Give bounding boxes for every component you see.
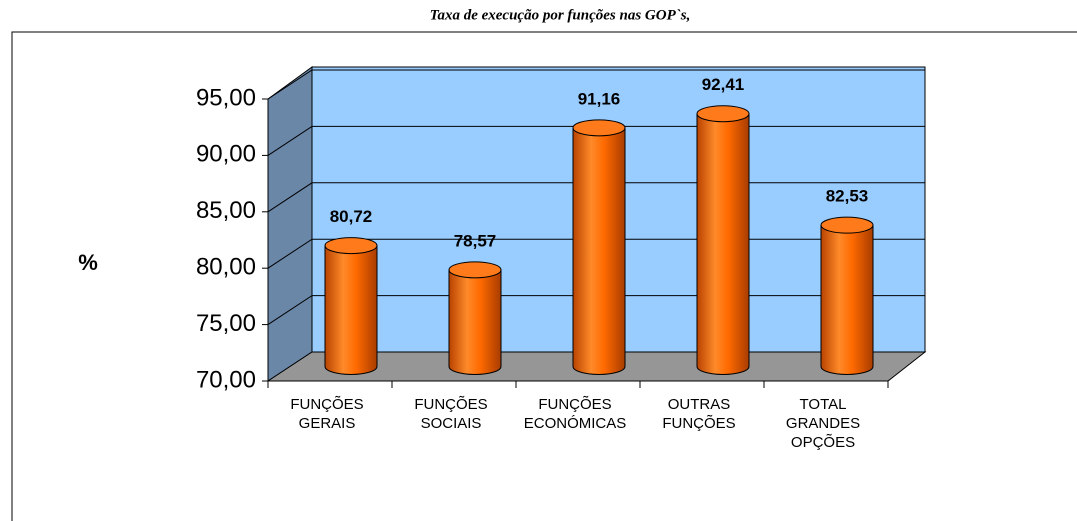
- x-tick-label: FUNÇÕES: [414, 396, 487, 413]
- bar-body: [821, 225, 873, 367]
- bar-top: [820, 216, 874, 234]
- y-tick-label: 80,00: [196, 254, 256, 281]
- x-tick-label: GRANDES: [786, 415, 860, 432]
- y-tick-label: 70,00: [196, 366, 256, 393]
- chart-border: [11, 31, 1077, 521]
- x-tick-label: FUNÇÕES: [662, 415, 735, 432]
- value-label: 82,53: [826, 187, 869, 206]
- x-tick-label: GERAIS: [299, 415, 356, 432]
- x-tick-label: TOTAL: [800, 396, 847, 413]
- bar-top: [448, 261, 502, 279]
- x-tick-label: SOCIAIS: [421, 415, 482, 432]
- bar-outline: [448, 269, 502, 367]
- y-axis-label: %: [78, 250, 98, 275]
- value-label: 78,57: [454, 231, 497, 250]
- x-tick-label: OPÇÕES: [791, 434, 855, 451]
- bar-top: [696, 105, 750, 123]
- value-label: 92,41: [702, 75, 745, 94]
- x-tick-label: FUNÇÕES: [290, 396, 363, 413]
- y-tick-label: 85,00: [196, 197, 256, 224]
- bar: [448, 261, 502, 375]
- chart-title: Taxa de execução por funções nas GOP`s,: [430, 7, 691, 23]
- grid-line: [267, 69, 925, 100]
- bar-top: [572, 119, 626, 137]
- bar-body: [325, 245, 377, 367]
- bar-body: [573, 127, 625, 367]
- bar-body: [697, 113, 749, 367]
- bar: [572, 119, 626, 375]
- y-tick-label: 95,00: [196, 84, 256, 111]
- bar-outline: [572, 127, 626, 367]
- bar-outline: [324, 245, 378, 367]
- y-tick-label: 75,00: [196, 310, 256, 337]
- bar-outline: [820, 225, 874, 367]
- y-tick-label: 90,00: [196, 141, 256, 168]
- bar: [696, 105, 750, 375]
- value-label: 91,16: [578, 89, 621, 108]
- bar-outline: [696, 113, 750, 367]
- bar: [820, 216, 874, 375]
- left-wall: [267, 66, 313, 382]
- bar-top: [324, 237, 378, 255]
- bar-body: [449, 269, 501, 367]
- x-tick-label: ECONÓMICAS: [524, 415, 627, 432]
- bar: [324, 237, 378, 375]
- x-tick-label: FUNÇÕES: [538, 396, 611, 413]
- value-label: 80,72: [330, 207, 373, 226]
- x-tick-label: OUTRAS: [668, 396, 731, 413]
